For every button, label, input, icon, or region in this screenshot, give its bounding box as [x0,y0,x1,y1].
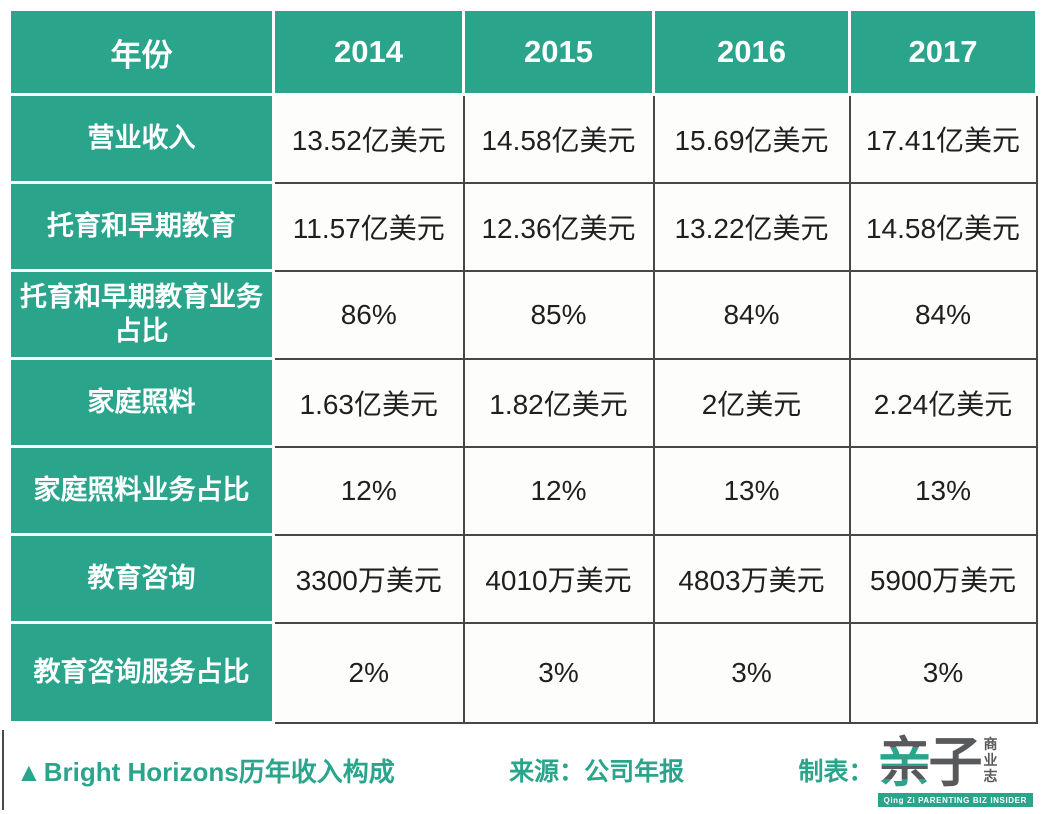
header-year-label: 年份 [8,8,275,96]
triangle-icon: ▲ [16,756,42,787]
qinzi-logo: 亲 子 商业志 Qing Zi PARENTING BIZ INSIDER [877,734,1033,807]
cell-value: 14.58亿美元 [848,181,1038,272]
cell-value: 13.52亿美元 [272,93,465,184]
logo-tagline: Qing Zi PARENTING BIZ INSIDER [877,792,1033,807]
maker-block: 制表： 亲 子 商业志 Qing Zi PARENTING BIZ INSIDE… [798,734,1033,807]
cell-value: 84% [652,269,851,360]
cell-value: 85% [462,269,655,360]
cell-value: 2.24亿美元 [848,357,1038,448]
cell-value: 13% [652,445,851,536]
cell-value: 4803万美元 [652,533,851,624]
cell-value: 86% [272,269,465,360]
row-label: 托育和早期教育业务占比 [8,269,275,360]
cell-value: 17.41亿美元 [848,93,1038,184]
cell-value: 3% [848,621,1038,724]
cell-value: 3300万美元 [272,533,465,624]
cell-value: 12% [462,445,655,536]
table-row-educonsult-share: 教育咨询服务占比 2% 3% 3% 3% [8,621,1038,724]
cell-value: 14.58亿美元 [462,93,655,184]
source-label: 来源：公司年报 [509,758,685,786]
header-col-2015: 2015 [462,8,655,96]
cell-value: 13.22亿美元 [652,181,851,272]
cell-value: 12% [272,445,465,536]
cell-value: 3% [462,621,655,724]
cell-value: 1.82亿美元 [462,357,655,448]
header-col-2016: 2016 [652,8,851,96]
cell-value: 84% [848,269,1038,360]
qinzi-logo-main: 亲 子 商业志 [878,734,998,792]
figure-caption: ▲Bright Horizons历年收入构成 [16,752,395,789]
table-row-eduконsult: 教育咨询 3300万美元 4010万美元 4803万美元 5900万美元 [8,533,1038,624]
cell-value: 11.57亿美元 [272,181,465,272]
cell-value: 15.69亿美元 [652,93,851,184]
cell-value: 3% [652,621,851,724]
table-row-childcare: 托育和早期教育 11.57亿美元 12.36亿美元 13.22亿美元 14.58… [8,181,1038,272]
cell-value: 1.63亿美元 [272,357,465,448]
revenue-table: 年份 2014 2015 2016 2017 营业收入 13.52亿美元 14.… [8,8,1038,724]
header-col-2014: 2014 [272,8,465,96]
row-label: 教育咨询 [8,533,275,624]
footer: ▲Bright Horizons历年收入构成 来源：公司年报 制表： 亲 子 商… [2,730,1041,810]
cell-value: 5900万美元 [848,533,1038,624]
cell-value: 13% [848,445,1038,536]
header-col-2017: 2017 [848,8,1038,96]
maker-label: 制表： [798,758,874,786]
logo-char-zi: 子 [928,732,983,793]
cell-value: 12.36亿美元 [462,181,655,272]
row-label: 托育和早期教育 [8,181,275,272]
row-label: 家庭照料 [8,357,275,448]
table-row-homecare-share: 家庭照料业务占比 12% 12% 13% 13% [8,445,1038,536]
logo-vertical-text: 商业志 [983,735,998,784]
cell-value: 4010万美元 [462,533,655,624]
logo-char-qin: 亲 [877,732,932,793]
cell-value: 2亿美元 [652,357,851,448]
table-row-childcare-share: 托育和早期教育业务占比 86% 85% 84% 84% [8,269,1038,360]
cell-value: 2% [272,621,465,724]
row-label: 营业收入 [8,93,275,184]
header-row: 年份 2014 2015 2016 2017 [8,8,1038,96]
table-row-revenue: 营业收入 13.52亿美元 14.58亿美元 15.69亿美元 17.41亿美元 [8,93,1038,184]
figure-caption-text: Bright Horizons历年收入构成 [43,756,395,787]
row-label: 教育咨询服务占比 [8,621,275,724]
row-label: 家庭照料业务占比 [8,445,275,536]
revenue-table-figure: 年份 2014 2015 2016 2017 营业收入 13.52亿美元 14.… [0,8,1041,814]
table-row-homecare: 家庭照料 1.63亿美元 1.82亿美元 2亿美元 2.24亿美元 [8,357,1038,448]
